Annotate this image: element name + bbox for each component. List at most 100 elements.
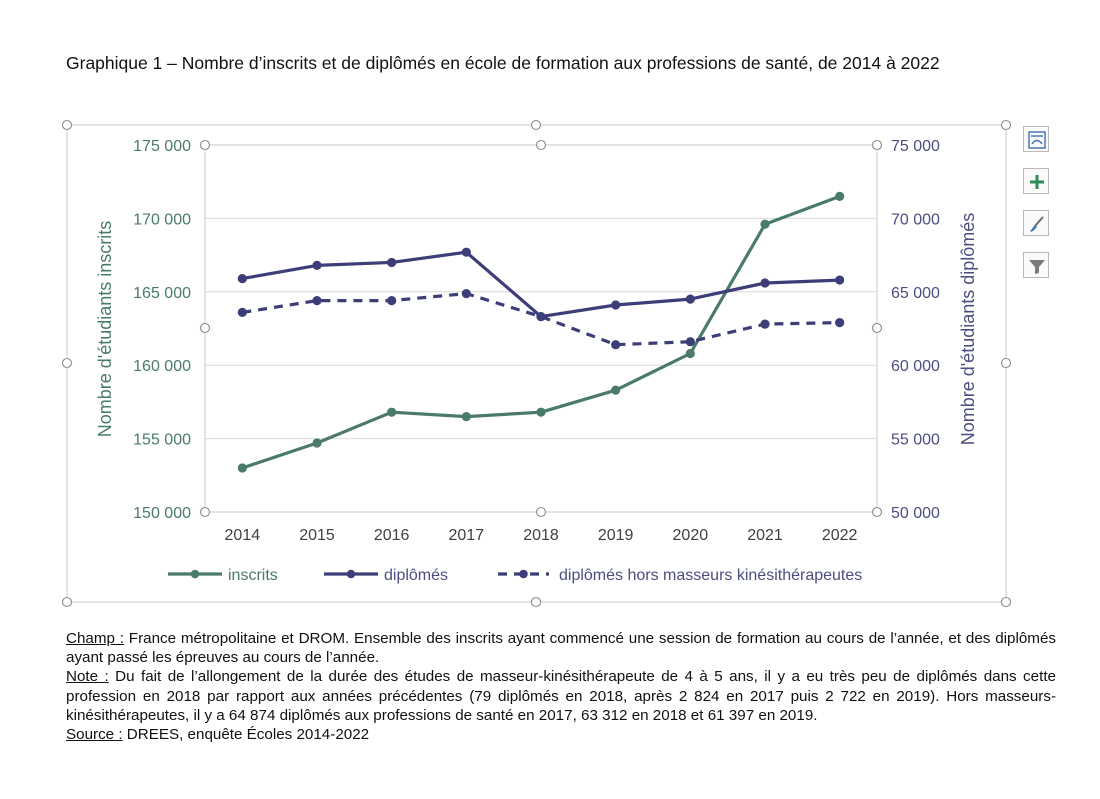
legend-marker[interactable] [190, 569, 200, 579]
left-axis-tick-label: 155 000 [133, 432, 191, 449]
data-point[interactable] [611, 340, 621, 350]
chart-elements-button[interactable] [1023, 168, 1049, 194]
resize-handle[interactable] [535, 139, 547, 151]
legend-label[interactable]: inscrits [228, 567, 278, 584]
data-point[interactable] [536, 407, 546, 417]
x-axis-tick-label: 2015 [299, 527, 335, 544]
selection-handles[interactable] [61, 119, 1012, 608]
right-axis-tick-label: 55 000 [891, 432, 940, 449]
data-point[interactable] [461, 247, 471, 257]
x-axis-tick-label: 2021 [747, 527, 783, 544]
data-point[interactable] [387, 257, 397, 268]
x-axis-tick-label: 2019 [598, 527, 634, 544]
data-point[interactable] [461, 411, 471, 422]
data-point[interactable] [611, 385, 621, 395]
resize-handle[interactable] [61, 119, 73, 131]
x-axis-tick-label: 2020 [673, 527, 709, 544]
resize-handle[interactable] [871, 322, 883, 334]
source-paragraph: Source : DREES, enquête Écoles 2014-2022 [66, 725, 1056, 744]
data-point[interactable] [835, 275, 845, 285]
right-axis-tick-label: 65 000 [891, 285, 940, 302]
resize-handle[interactable] [199, 506, 211, 518]
resize-handle[interactable] [871, 139, 883, 151]
chart-notes: Champ : France métropolitaine et DROM. E… [66, 629, 1056, 744]
data-point[interactable] [312, 260, 322, 270]
resize-handle[interactable] [61, 596, 73, 608]
note-label: Note : [66, 668, 109, 686]
chart-filter-button[interactable] [1023, 252, 1049, 278]
x-axis-tick-label: 2014 [225, 527, 261, 544]
left-axis-tick-label: 170 000 [133, 211, 191, 228]
left-axis-tick-label: 150 000 [133, 505, 191, 522]
source-label: Source : [66, 726, 123, 744]
chart-title: Graphique 1 – Nombre d’inscrits et de di… [66, 53, 940, 73]
chart-layout-icon [1028, 131, 1046, 149]
legend-marker[interactable] [346, 569, 356, 579]
data-point[interactable] [835, 191, 845, 201]
data-point[interactable] [312, 296, 322, 306]
legend-marker[interactable] [519, 569, 528, 579]
data-point[interactable] [685, 337, 695, 347]
left-axis-tick-label: 175 000 [133, 138, 191, 155]
chart-layout-button[interactable] [1023, 126, 1049, 152]
chart-elements-plus-icon [1030, 175, 1044, 189]
right-axis-title: Nombre d'étudiants diplômés [958, 213, 978, 446]
note-paragraph: Note : Du fait de l’allongement de la du… [66, 667, 1056, 725]
legend-label[interactable]: diplômés [384, 567, 448, 584]
resize-handle[interactable] [1000, 357, 1012, 369]
resize-handle[interactable] [199, 322, 211, 334]
note-text: Du fait de l’allongement de la durée des… [66, 668, 1056, 724]
data-point[interactable] [760, 278, 770, 288]
plot-area-frame[interactable] [204, 144, 878, 513]
chart-styles-button[interactable] [1023, 210, 1049, 236]
series-line-1[interactable] [242, 250, 840, 319]
source-text: DREES, enquête Écoles 2014-2022 [122, 726, 370, 744]
champ-label: Champ : [66, 630, 124, 647]
resize-handle[interactable] [871, 506, 883, 518]
chart-filter-icon [1029, 260, 1045, 274]
right-axis-tick-label: 60 000 [891, 358, 940, 375]
x-axis-tick-label: 2016 [374, 527, 410, 544]
data-point[interactable] [760, 319, 770, 329]
data-point[interactable] [237, 307, 247, 317]
resize-handle[interactable] [1000, 596, 1012, 608]
chart[interactable]: 150 000 155 000 160 000 165 000 170 000 175 0… [0, 0, 1100, 620]
x-axis-tick-label: 2017 [449, 527, 485, 544]
tick-labels: 150 000 155 000 160 000 165 000 170 000 175 0… [133, 138, 940, 544]
legend[interactable]: inscrits diplômés diplômés hors masseurs k… [168, 567, 862, 584]
data-point[interactable] [685, 294, 695, 304]
legend-label[interactable]: diplômés hors masseurs kinésithérapeutes [559, 567, 862, 584]
resize-handle[interactable] [530, 596, 542, 608]
data-point[interactable] [387, 296, 397, 306]
data-point[interactable] [237, 463, 247, 473]
right-axis-tick-label: 75 000 [891, 138, 940, 155]
gridlines [205, 217, 877, 440]
left-axis-title: Nombre d'étudiants inscrits [95, 221, 115, 438]
left-axis-tick-label: 160 000 [133, 358, 191, 375]
data-point[interactable] [536, 311, 546, 322]
resize-handle[interactable] [530, 119, 542, 131]
data-point[interactable] [611, 300, 621, 310]
data-point[interactable] [312, 438, 322, 448]
champ-text: France métropolitaine et DROM. Ensemble … [66, 630, 1056, 667]
data-point[interactable] [685, 348, 695, 359]
data-point[interactable] [237, 273, 247, 284]
right-axis-tick-label: 70 000 [891, 211, 940, 228]
data-point[interactable] [461, 289, 471, 299]
series-line-0[interactable] [241, 194, 841, 470]
resize-handle[interactable] [61, 357, 73, 369]
right-axis-tick-label: 50 000 [891, 505, 940, 522]
series-line-2[interactable] [242, 292, 840, 347]
left-axis-tick-label: 165 000 [133, 285, 191, 302]
resize-handle[interactable] [1000, 119, 1012, 131]
data-point[interactable] [387, 407, 397, 417]
x-axis-tick-label: 2022 [822, 527, 858, 544]
resize-handle[interactable] [535, 506, 547, 518]
chart-styles-brush-icon [1030, 216, 1044, 232]
x-axis-tick-label: 2018 [523, 527, 559, 544]
resize-handle[interactable] [199, 139, 211, 151]
series-lines [237, 191, 845, 473]
champ-paragraph: Champ : France métropolitaine et DROM. E… [66, 629, 1056, 667]
data-point[interactable] [760, 219, 770, 229]
data-point[interactable] [835, 318, 845, 328]
